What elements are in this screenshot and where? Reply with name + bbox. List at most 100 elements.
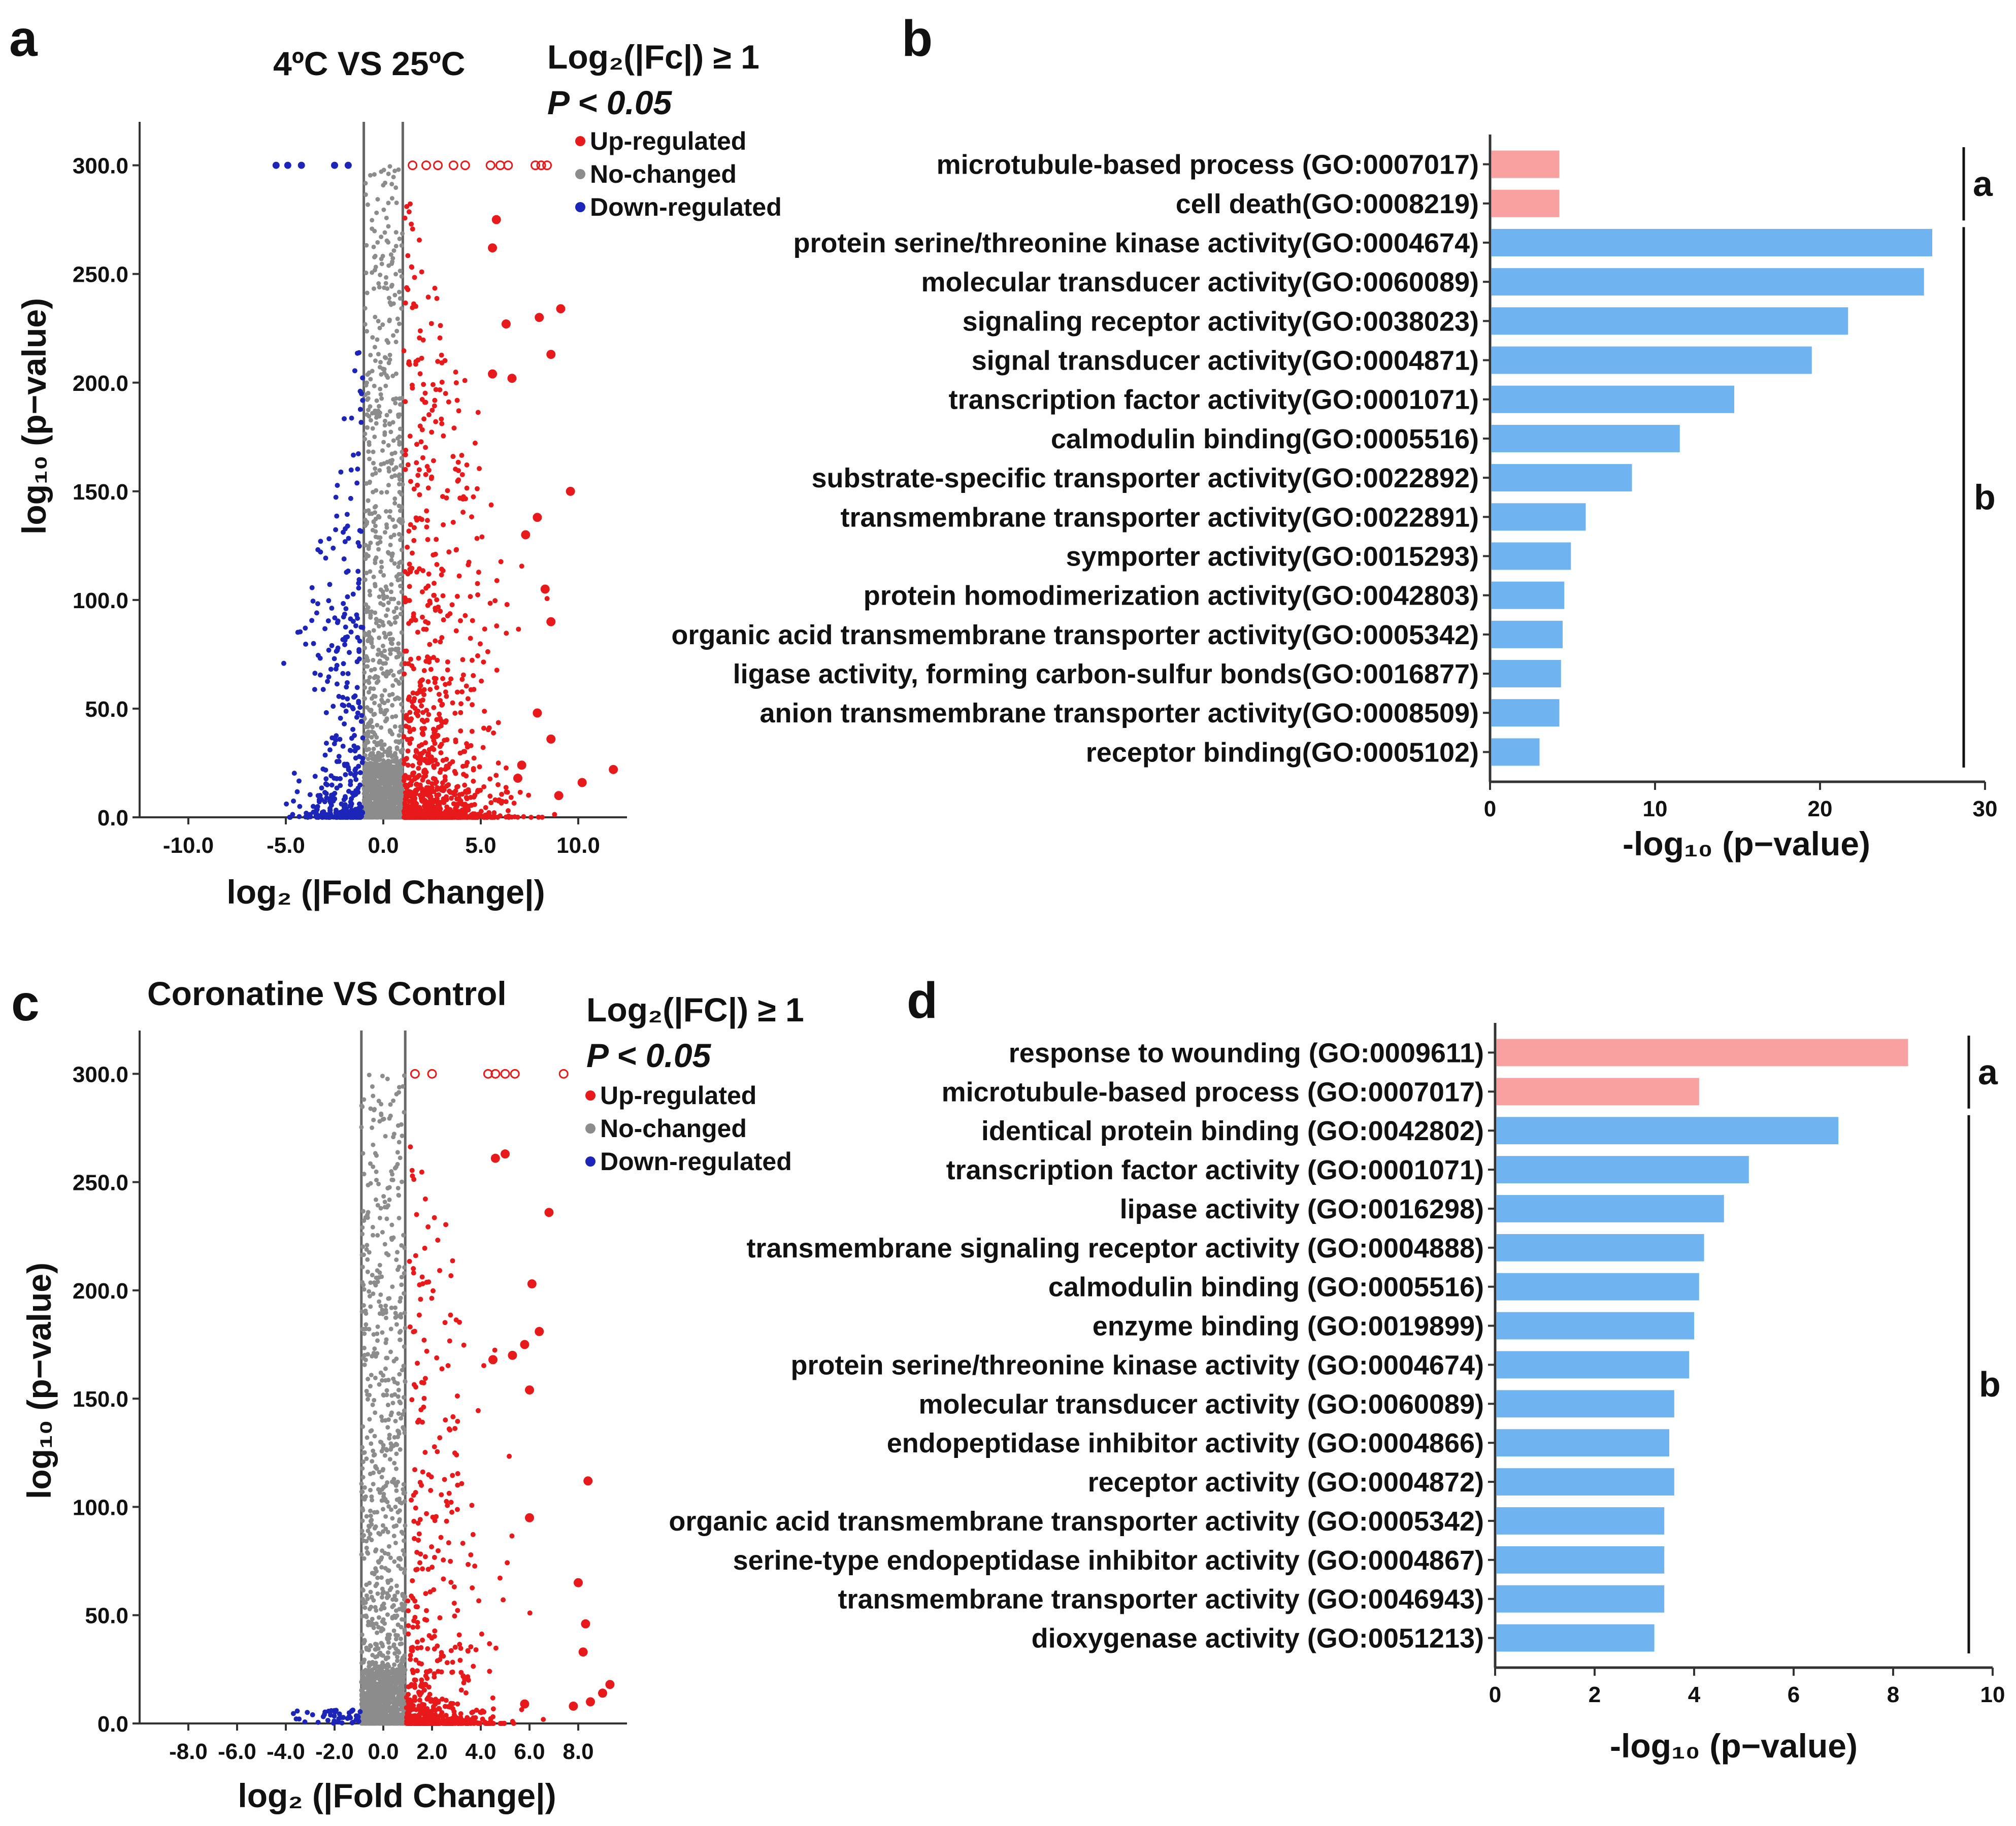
down-regulated-point (348, 809, 353, 814)
nochanged-point (370, 335, 375, 340)
nochanged-point (378, 1311, 382, 1316)
up-regulated-point (409, 1397, 414, 1402)
panel-a-ylabel: log₁₀ (p−value) (15, 298, 53, 535)
nochanged-point (380, 812, 384, 817)
down-regulated-point (334, 808, 339, 813)
nochanged-point (376, 1324, 380, 1329)
nochanged-point (379, 1565, 384, 1570)
up-regulated-point (406, 462, 411, 468)
nochanged-point (379, 725, 383, 730)
up-regulated-point (410, 763, 415, 768)
nochanged-point (394, 796, 399, 801)
nochanged-point (380, 1330, 384, 1335)
nochanged-point (363, 1713, 368, 1718)
up-regulated-point (491, 1706, 496, 1711)
up-regulated-point (432, 581, 437, 586)
down-regulated-point (335, 663, 340, 668)
nochanged-point (386, 1504, 391, 1509)
nochanged-point (390, 256, 395, 260)
down-regulated-point (336, 694, 341, 699)
up-regulated-point (429, 814, 434, 819)
up-regulated-point (419, 726, 424, 731)
up-regulated-point (403, 301, 408, 306)
down-regulated-point (355, 685, 360, 690)
nochanged-point (397, 1687, 402, 1692)
nochanged-point (365, 397, 370, 402)
down-regulated-point (349, 416, 354, 421)
nochanged-point (375, 197, 380, 202)
nochanged-point (399, 306, 404, 311)
nochanged-point (368, 353, 373, 357)
up-regulated-saturated-point (461, 161, 469, 170)
down-regulated-point (342, 612, 347, 617)
nochanged-point (399, 577, 403, 582)
nochanged-point (402, 1539, 406, 1543)
down-regulated-point (343, 813, 348, 818)
up-regulated-point (434, 562, 439, 567)
down-regulated-point (311, 599, 316, 604)
nochanged-point (377, 1299, 381, 1304)
nochanged-point (381, 1373, 385, 1378)
nochanged-point (387, 1198, 392, 1202)
up-regulated-point (492, 798, 498, 803)
up-regulated-point (499, 559, 504, 564)
go-term-label: signal transducer activity(GO:0004871) (972, 346, 1479, 376)
nochanged-point (394, 1583, 399, 1588)
nochanged-point (402, 1246, 407, 1250)
nochanged-point (363, 764, 368, 769)
up-regulated-point (479, 679, 484, 684)
down-regulated-point (311, 810, 316, 815)
nochanged-point (361, 1097, 366, 1102)
down-regulated-point (294, 789, 300, 794)
up-regulated-point (425, 464, 430, 469)
nochanged-point (371, 1225, 375, 1230)
nochanged-point (363, 306, 368, 311)
go-term-label: calmodulin binding(GO:0005516) (1051, 424, 1479, 454)
nochanged-point (380, 771, 385, 776)
nochanged-point (403, 1379, 407, 1383)
nochanged-point (383, 688, 387, 692)
nochanged-point (373, 582, 377, 586)
down-regulated-point (357, 802, 362, 807)
nochanged-point (360, 1506, 365, 1511)
y-tick-label: 100.0 (73, 588, 128, 613)
nochanged-point (374, 1170, 379, 1174)
up-regulated-point (431, 552, 436, 557)
nochanged-point (380, 261, 384, 266)
down-regulated-point (351, 591, 356, 596)
nochanged-point (393, 1315, 398, 1320)
up-regulated-point (412, 275, 417, 280)
nochanged-point (372, 255, 377, 259)
up-regulated-point (420, 455, 425, 460)
up-regulated-point (471, 673, 476, 678)
up-regulated-point (472, 755, 477, 760)
down-regulated-point (313, 774, 318, 779)
up-regulated-point (443, 689, 448, 694)
nochanged-point (394, 340, 399, 344)
nochanged-point (374, 555, 379, 560)
nochanged-point (396, 641, 401, 646)
nochanged-point (402, 1271, 407, 1276)
up-regulated-point (414, 460, 419, 466)
nochanged-point (368, 1294, 372, 1299)
nochanged-point (385, 1612, 390, 1617)
nochanged-point (393, 1505, 398, 1509)
up-regulated-point (408, 479, 413, 484)
down-regulated-point (360, 736, 366, 741)
up-regulated-point (407, 792, 412, 798)
nochanged-point (377, 803, 382, 808)
go-bar (1492, 738, 1540, 766)
nochanged-point (370, 806, 374, 810)
up-regulated-point (411, 1271, 416, 1276)
nochanged-point (365, 1593, 369, 1598)
nochanged-point (387, 318, 392, 322)
nochanged-point (392, 293, 397, 297)
nochanged-point (392, 1708, 396, 1713)
up-regulated-point (403, 216, 408, 221)
up-regulated-point (506, 808, 511, 813)
up-regulated-point (410, 305, 415, 310)
panel-c-threshold-fc: Log₂(|FC|) ≥ 1 (586, 991, 804, 1030)
nochanged-point (362, 664, 367, 669)
up-regulated-point (447, 611, 452, 616)
nochanged-point (388, 1413, 393, 1417)
